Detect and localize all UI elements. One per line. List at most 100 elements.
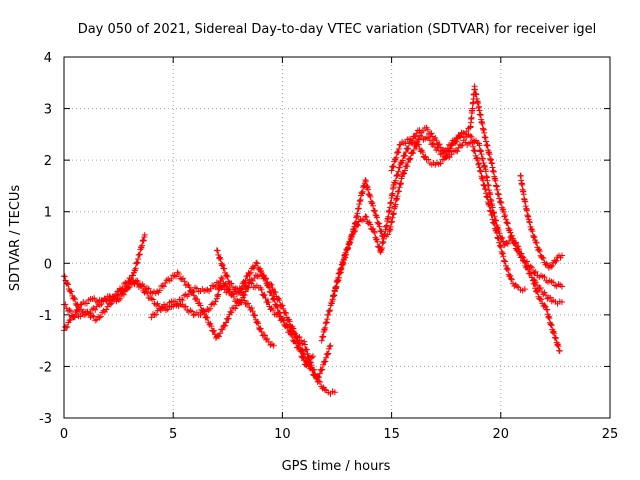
data-point: [221, 265, 228, 272]
data-point: [66, 307, 73, 314]
data-point: [320, 359, 327, 366]
data-point: [284, 324, 291, 331]
data-point: [481, 163, 487, 170]
data-point: [373, 214, 380, 221]
data-point: [375, 221, 382, 228]
data-point: [83, 300, 90, 307]
data-point: [378, 228, 385, 235]
data-point: [212, 298, 219, 305]
data-point: [496, 195, 503, 202]
data-point: [203, 314, 210, 321]
data-point: [548, 263, 555, 270]
data-point: [304, 350, 311, 357]
data-point: [477, 148, 484, 155]
data-point: [391, 156, 398, 163]
data-point: [507, 275, 514, 282]
data-point: [558, 283, 565, 290]
data-point: [394, 193, 401, 200]
data-point: [548, 321, 555, 328]
data-point: [502, 212, 509, 219]
data-point: [247, 269, 254, 276]
data-point: [347, 236, 354, 243]
data-point: [515, 243, 522, 250]
data-point: [71, 294, 78, 301]
data-point: [500, 208, 507, 215]
data-point: [521, 258, 528, 265]
data-point: [271, 296, 278, 303]
y-tick-label: 4: [44, 51, 52, 66]
data-point: [484, 193, 491, 200]
data-point: [318, 367, 325, 374]
data-point: [248, 304, 255, 311]
data-point: [249, 308, 256, 315]
data-point: [228, 280, 235, 287]
data-point: [216, 333, 223, 340]
data-point: [260, 272, 267, 279]
data-point: [412, 133, 419, 140]
data-point: [268, 288, 275, 295]
data-point: [262, 295, 269, 302]
data-point: [207, 285, 214, 292]
grid: [64, 57, 610, 418]
data-point: [489, 204, 496, 211]
data-point: [69, 314, 76, 321]
data-point: [61, 273, 68, 280]
series-trace-5: [213, 247, 316, 369]
data-point: [372, 207, 379, 214]
data-point: [393, 150, 400, 157]
data-point: [498, 199, 505, 206]
data-point: [156, 287, 163, 294]
data-point: [131, 281, 138, 288]
data-point: [426, 137, 433, 144]
data-point: [433, 137, 440, 144]
data-point: [311, 366, 318, 373]
data-point: [317, 379, 324, 386]
data-point: [211, 327, 218, 334]
data-point: [136, 251, 143, 258]
data-point: [424, 126, 431, 133]
data-point: [505, 266, 512, 273]
x-tick-label: 25: [602, 427, 619, 442]
data-point: [292, 337, 299, 344]
data-point: [467, 132, 474, 139]
data-point: [253, 259, 260, 266]
data-point: [402, 152, 409, 159]
data-point: [149, 296, 156, 303]
data-point: [487, 155, 494, 162]
data-point: [337, 267, 344, 274]
y-tick-label: 0: [44, 257, 52, 272]
data-point: [126, 284, 133, 291]
data-point: [541, 274, 548, 281]
data-point: [359, 188, 366, 195]
data-point: [270, 342, 277, 349]
data-point: [460, 130, 467, 137]
data-point: [204, 314, 211, 321]
data-point: [318, 337, 325, 344]
data-point: [164, 303, 171, 310]
data-point: [396, 164, 403, 171]
data-point: [528, 226, 535, 233]
data-point: [300, 354, 307, 361]
series-trace-8: [388, 130, 565, 307]
data-point: [483, 138, 490, 145]
data-point: [478, 151, 485, 158]
data-point: [365, 186, 372, 193]
data-point: [506, 226, 513, 233]
data-point: [494, 224, 501, 231]
data-point: [211, 301, 218, 308]
data-point: [64, 280, 71, 287]
series-layer: [61, 83, 565, 397]
data-point: [362, 178, 369, 185]
data-point: [549, 329, 556, 336]
data-point: [503, 265, 510, 272]
data-point: [289, 332, 296, 339]
data-point: [532, 268, 539, 275]
data-point: [477, 147, 484, 154]
data-point: [103, 306, 110, 313]
data-point: [504, 219, 511, 226]
data-point: [298, 337, 305, 344]
data-point: [238, 284, 245, 291]
data-point: [524, 263, 531, 270]
data-point: [527, 270, 534, 277]
data-point: [216, 255, 223, 262]
